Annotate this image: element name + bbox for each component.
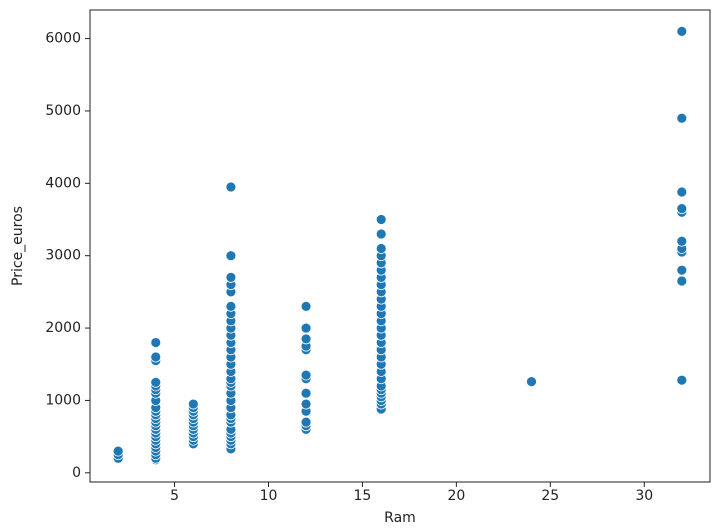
y-tick-label: 2000 bbox=[45, 320, 81, 336]
point bbox=[375, 228, 387, 240]
point bbox=[225, 181, 237, 193]
point bbox=[300, 322, 312, 334]
point bbox=[150, 337, 162, 348]
y-axis-label: Price_euros bbox=[10, 206, 26, 286]
x-tick-label: 15 bbox=[354, 488, 372, 504]
point bbox=[375, 243, 387, 254]
point bbox=[300, 416, 312, 428]
point bbox=[676, 25, 688, 37]
point bbox=[300, 398, 312, 410]
point bbox=[300, 387, 312, 399]
point bbox=[526, 376, 537, 388]
point bbox=[150, 351, 162, 363]
point bbox=[225, 300, 237, 312]
x-tick-label: 20 bbox=[447, 488, 465, 504]
point bbox=[676, 275, 688, 287]
point bbox=[300, 369, 312, 381]
point bbox=[300, 333, 312, 345]
x-tick-label: 30 bbox=[635, 488, 653, 504]
x-tick-label: 10 bbox=[260, 488, 278, 504]
y-tick-label: 4000 bbox=[45, 175, 81, 191]
point bbox=[300, 300, 312, 312]
point bbox=[225, 272, 237, 283]
y-tick-label: 0 bbox=[72, 465, 81, 481]
y-tick-label: 6000 bbox=[45, 31, 81, 47]
point bbox=[676, 374, 688, 386]
point bbox=[225, 250, 237, 262]
plot-frame bbox=[89, 9, 711, 483]
y-tick-label: 3000 bbox=[45, 248, 81, 264]
point bbox=[676, 264, 688, 276]
point bbox=[150, 376, 162, 388]
point bbox=[676, 203, 688, 215]
point bbox=[676, 235, 688, 247]
y-tick-label: 5000 bbox=[45, 103, 81, 119]
point bbox=[187, 398, 199, 410]
x-axis-label: Ram bbox=[384, 510, 416, 526]
point bbox=[112, 445, 124, 457]
point bbox=[676, 186, 688, 198]
x-tick-label: 5 bbox=[170, 488, 179, 504]
x-tick-label: 25 bbox=[541, 488, 559, 504]
point bbox=[375, 214, 387, 225]
y-tick-label: 1000 bbox=[45, 392, 81, 408]
point bbox=[676, 112, 688, 124]
